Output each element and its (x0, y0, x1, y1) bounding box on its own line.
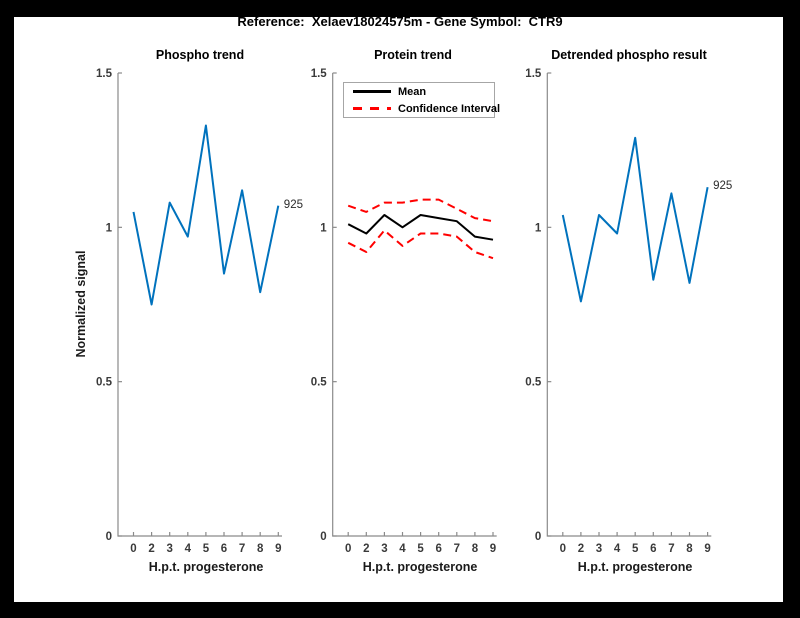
panel-title-detrended-result: Detrended phospho result (551, 48, 707, 62)
x-axis-label-panel-3: H.p.t. progesterone (577, 560, 693, 574)
svg-text:5: 5 (632, 543, 639, 555)
svg-text:8: 8 (686, 543, 693, 555)
svg-text:6: 6 (435, 543, 441, 555)
svg-text:2: 2 (148, 543, 154, 555)
figure-title: Reference: Xelaev18024575m - Gene Symbol… (237, 14, 563, 29)
svg-text:3: 3 (166, 543, 172, 555)
svg-text:9: 9 (490, 543, 496, 555)
svg-text:8: 8 (257, 543, 264, 555)
svg-text:1: 1 (535, 222, 542, 234)
svg-text:7: 7 (668, 543, 674, 555)
phospho-site-annotation-panel-1: 925 (283, 198, 303, 211)
svg-text:7: 7 (454, 543, 460, 555)
svg-text:3: 3 (381, 543, 387, 555)
svg-text:5: 5 (203, 543, 210, 555)
svg-text:0: 0 (345, 543, 351, 555)
svg-text:0.5: 0.5 (96, 377, 113, 389)
panel-title-phospho-trend: Phospho trend (155, 48, 245, 62)
svg-text:4: 4 (399, 543, 406, 555)
svg-text:0: 0 (106, 531, 112, 543)
legend-label-mean: Mean (398, 85, 427, 98)
svg-text:6: 6 (221, 543, 227, 555)
panel-title-protein-trend: Protein trend (374, 48, 452, 62)
svg-text:4: 4 (614, 543, 621, 555)
svg-text:9: 9 (704, 543, 710, 555)
legend-item-mean: Mean (353, 84, 494, 99)
svg-text:0: 0 (535, 531, 541, 543)
svg-text:2: 2 (578, 543, 584, 555)
svg-text:0.5: 0.5 (311, 377, 328, 389)
x-axis-label-panel-1: H.p.t. progesterone (148, 560, 264, 574)
svg-text:0: 0 (560, 543, 566, 555)
legend: Mean Confidence Interval (343, 82, 500, 118)
svg-text:7: 7 (239, 543, 245, 555)
svg-text:2: 2 (363, 543, 369, 555)
phospho-site-annotation-panel-3: 925 (713, 180, 733, 193)
svg-text:0: 0 (130, 543, 136, 555)
legend-item-confidence-interval: Confidence Interval (353, 101, 500, 116)
mean-line-swatch (353, 90, 391, 93)
svg-text:3: 3 (596, 543, 602, 555)
svg-text:4: 4 (185, 543, 192, 555)
svg-text:0.5: 0.5 (525, 377, 542, 389)
svg-text:0: 0 (320, 531, 326, 543)
svg-text:5: 5 (417, 543, 424, 555)
legend-label-confidence-interval: Confidence Interval (398, 102, 501, 115)
confidence-interval-line-swatch (353, 107, 391, 110)
x-axis-label-panel-2: H.p.t. progesterone (362, 560, 478, 574)
svg-text:6: 6 (650, 543, 656, 555)
svg-text:1.5: 1.5 (525, 68, 542, 80)
svg-text:1: 1 (320, 222, 327, 234)
svg-text:8: 8 (472, 543, 479, 555)
svg-text:1: 1 (106, 222, 113, 234)
svg-text:1.5: 1.5 (96, 68, 113, 80)
svg-text:1.5: 1.5 (311, 68, 328, 80)
svg-text:9: 9 (275, 543, 281, 555)
